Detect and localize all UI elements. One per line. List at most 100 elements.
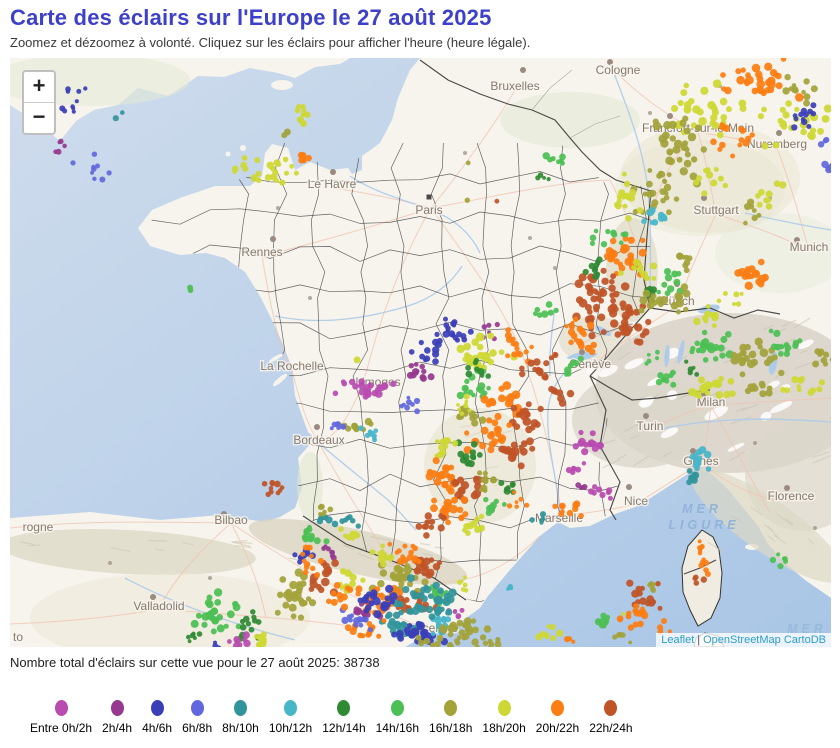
lightning-dot[interactable] xyxy=(374,390,383,398)
lightning-dot[interactable] xyxy=(201,621,208,628)
lightning-dot[interactable] xyxy=(587,321,595,330)
lightning-dot[interactable] xyxy=(456,619,464,627)
lightning-dot[interactable] xyxy=(743,220,748,226)
lightning-dot[interactable] xyxy=(698,446,707,454)
lightning-dot[interactable] xyxy=(401,402,406,407)
lightning-dot[interactable] xyxy=(619,300,627,308)
lightning-dot[interactable] xyxy=(464,399,469,404)
lightning-dot[interactable] xyxy=(463,523,470,530)
lightning-dot[interactable] xyxy=(524,502,530,508)
lightning-dot[interactable] xyxy=(227,639,232,644)
lightning-dot[interactable] xyxy=(636,609,644,617)
lightning-dot[interactable] xyxy=(241,155,248,161)
lightning-dot[interactable] xyxy=(432,358,439,365)
lightning-dot[interactable] xyxy=(333,582,341,589)
lightning-dot[interactable] xyxy=(806,124,812,129)
lightning-dot[interactable] xyxy=(595,271,601,277)
lightning-dot[interactable] xyxy=(411,555,419,562)
lightning-dot[interactable] xyxy=(691,471,698,478)
lightning-dot[interactable] xyxy=(339,518,346,524)
lightning-dot[interactable] xyxy=(536,367,544,375)
lightning-dot[interactable] xyxy=(407,623,413,629)
lightning-dot[interactable] xyxy=(451,479,459,487)
lightning-dot[interactable] xyxy=(542,176,546,180)
lightning-dot[interactable] xyxy=(423,637,431,645)
lightning-dot[interactable] xyxy=(411,592,420,600)
lightning-dot[interactable] xyxy=(698,548,703,554)
lightning-dot[interactable] xyxy=(552,503,558,509)
lightning-dot[interactable] xyxy=(639,597,647,605)
lightning-dot[interactable] xyxy=(524,411,531,418)
lightning-dot[interactable] xyxy=(350,536,356,541)
lightning-dot[interactable] xyxy=(679,167,688,176)
lightning-dot[interactable] xyxy=(667,157,676,165)
lightning-dot[interactable] xyxy=(755,193,761,199)
lightning-dot[interactable] xyxy=(212,643,219,647)
lightning-dot[interactable] xyxy=(373,428,379,434)
lightning-dot[interactable] xyxy=(505,327,511,333)
lightning-dot[interactable] xyxy=(463,403,468,408)
lightning-dot[interactable] xyxy=(671,270,679,278)
lightning-dot[interactable] xyxy=(364,384,372,392)
lightning-dot[interactable] xyxy=(588,488,595,495)
lightning-dot[interactable] xyxy=(640,237,646,243)
lightning-dot[interactable] xyxy=(327,506,334,513)
lightning-dot[interactable] xyxy=(447,631,454,638)
lightning-dot[interactable] xyxy=(358,622,364,628)
lightning-dot[interactable] xyxy=(518,445,525,451)
lightning-dot[interactable] xyxy=(243,615,250,623)
lightning-dot[interactable] xyxy=(758,380,766,388)
lightning-dot[interactable] xyxy=(761,273,769,282)
lightning-dot[interactable] xyxy=(487,506,495,514)
lightning-dot[interactable] xyxy=(434,640,441,647)
lightning-dot[interactable] xyxy=(555,629,564,637)
lightning-dot[interactable] xyxy=(575,466,582,473)
lightning-dot[interactable] xyxy=(321,577,330,587)
lightning-dot[interactable] xyxy=(419,363,426,370)
lightning-dot[interactable] xyxy=(800,128,807,136)
lightning-dot[interactable] xyxy=(527,359,535,367)
lightning-dot[interactable] xyxy=(660,197,666,204)
lightning-dot[interactable] xyxy=(616,194,623,200)
lightning-dot[interactable] xyxy=(780,58,787,62)
providers-link[interactable]: OpenStreetMap CartoDB xyxy=(703,634,826,646)
lightning-dot[interactable] xyxy=(396,588,404,596)
lightning-dot[interactable] xyxy=(364,612,371,618)
lightning-dot[interactable] xyxy=(250,609,256,615)
lightning-dot[interactable] xyxy=(622,235,629,242)
lightning-dot[interactable] xyxy=(775,72,782,80)
lightning-dot[interactable] xyxy=(719,352,726,359)
lightning-dot[interactable] xyxy=(365,631,372,638)
lightning-dot[interactable] xyxy=(791,83,797,88)
lightning-dot[interactable] xyxy=(457,407,462,412)
lightning-dot[interactable] xyxy=(568,339,574,346)
lightning-dot[interactable] xyxy=(661,281,668,288)
lightning-dot[interactable] xyxy=(331,559,339,567)
lightning-dot[interactable] xyxy=(703,167,709,174)
lightning-dot[interactable] xyxy=(349,573,357,582)
lightning-dot[interactable] xyxy=(620,282,630,291)
lightning-dot[interactable] xyxy=(698,116,707,126)
lightning-dot[interactable] xyxy=(456,476,465,484)
lightning-dot[interactable] xyxy=(355,585,363,593)
lightning-dot[interactable] xyxy=(340,379,346,385)
lightning-dot[interactable] xyxy=(473,357,479,363)
lightning-dot[interactable] xyxy=(390,380,397,387)
lightning-dot[interactable] xyxy=(338,526,344,532)
lightning-dot[interactable] xyxy=(344,569,352,577)
lightning-dot[interactable] xyxy=(434,331,440,337)
lightning-dot[interactable] xyxy=(617,617,623,623)
lightning-dot[interactable] xyxy=(539,511,547,518)
lightning-dot[interactable] xyxy=(445,485,453,493)
lightning-dot[interactable] xyxy=(493,498,499,504)
lightning-dot[interactable] xyxy=(647,285,653,292)
lightning-dot[interactable] xyxy=(396,567,404,574)
lightning-dot[interactable] xyxy=(650,587,656,593)
lightning-dot[interactable] xyxy=(572,443,579,450)
lightning-dot[interactable] xyxy=(469,453,477,460)
lightning-dot[interactable] xyxy=(649,220,655,225)
lightning-dot[interactable] xyxy=(700,576,707,583)
lightning-dot[interactable] xyxy=(829,357,831,363)
lightning-dot[interactable] xyxy=(578,298,588,308)
lightning-dot[interactable] xyxy=(668,120,677,130)
